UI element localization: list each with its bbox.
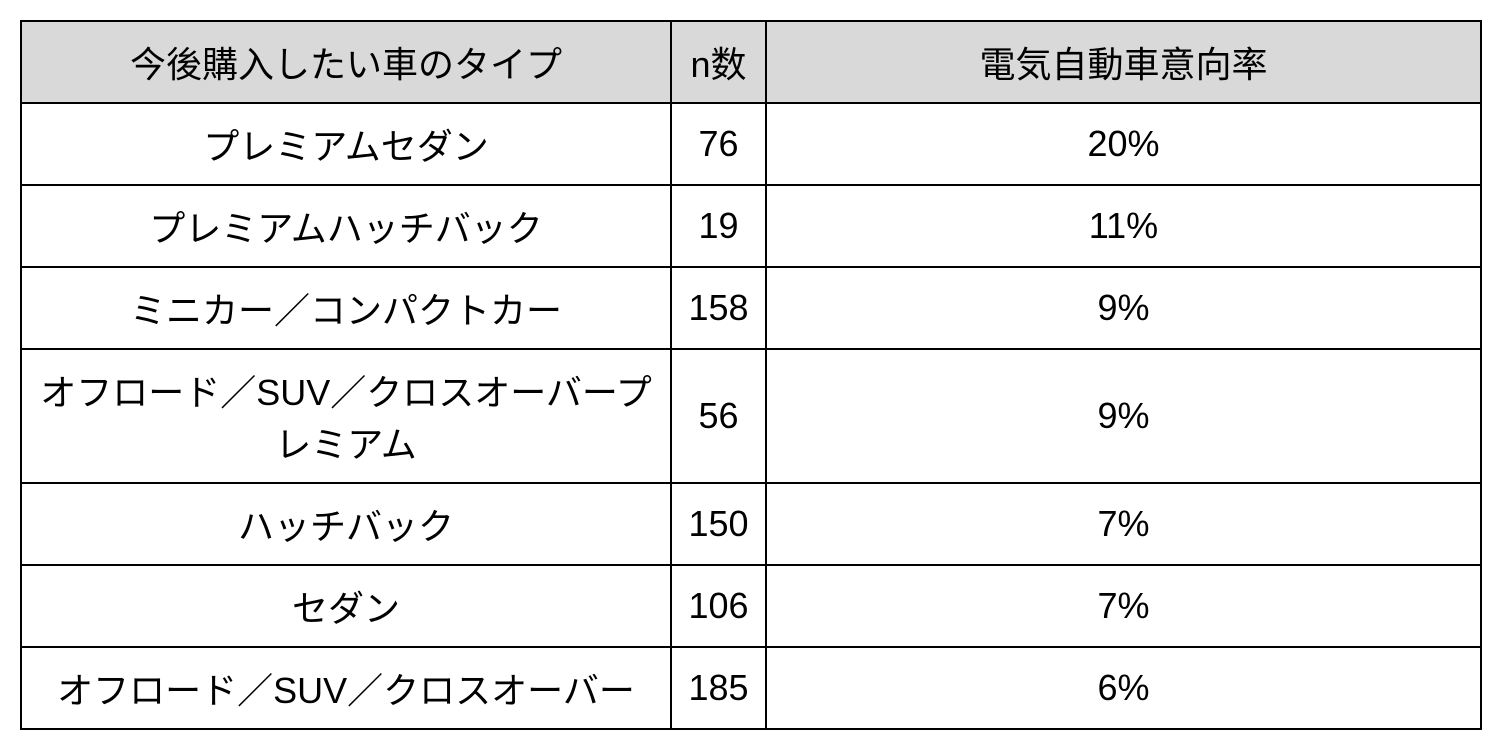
cell-car-type: ハッチバック [21,483,671,565]
cell-n-count: 76 [671,103,766,185]
cell-ev-rate: 11% [766,185,1481,267]
cell-ev-rate: 6% [766,647,1481,729]
table-row: プレミアムハッチバック 19 11% [21,185,1481,267]
table-row: ハッチバック 150 7% [21,483,1481,565]
cell-car-type: ミニカー／コンパクトカー [21,267,671,349]
cell-ev-rate: 9% [766,349,1481,483]
cell-car-type: プレミアムセダン [21,103,671,185]
cell-ev-rate: 7% [766,565,1481,647]
table-row: オフロード／SUV／クロスオーバープレミアム 56 9% [21,349,1481,483]
cell-ev-rate: 20% [766,103,1481,185]
data-table: 今後購入したい車のタイプ n数 電気自動車意向率 プレミアムセダン 76 20%… [20,20,1482,730]
cell-ev-rate: 9% [766,267,1481,349]
cell-car-type: プレミアムハッチバック [21,185,671,267]
cell-car-type: セダン [21,565,671,647]
table-row: ミニカー／コンパクトカー 158 9% [21,267,1481,349]
cell-n-count: 56 [671,349,766,483]
cell-n-count: 185 [671,647,766,729]
cell-n-count: 106 [671,565,766,647]
header-n-count: n数 [671,21,766,103]
table-row: オフロード／SUV／クロスオーバー 185 6% [21,647,1481,729]
table-header-row: 今後購入したい車のタイプ n数 電気自動車意向率 [21,21,1481,103]
cell-n-count: 19 [671,185,766,267]
table-row: プレミアムセダン 76 20% [21,103,1481,185]
cell-car-type: オフロード／SUV／クロスオーバー [21,647,671,729]
header-ev-rate: 電気自動車意向率 [766,21,1481,103]
cell-n-count: 150 [671,483,766,565]
ev-intention-table: 今後購入したい車のタイプ n数 電気自動車意向率 プレミアムセダン 76 20%… [20,20,1480,730]
cell-car-type: オフロード／SUV／クロスオーバープレミアム [21,349,671,483]
table-row: セダン 106 7% [21,565,1481,647]
cell-n-count: 158 [671,267,766,349]
header-car-type: 今後購入したい車のタイプ [21,21,671,103]
cell-ev-rate: 7% [766,483,1481,565]
